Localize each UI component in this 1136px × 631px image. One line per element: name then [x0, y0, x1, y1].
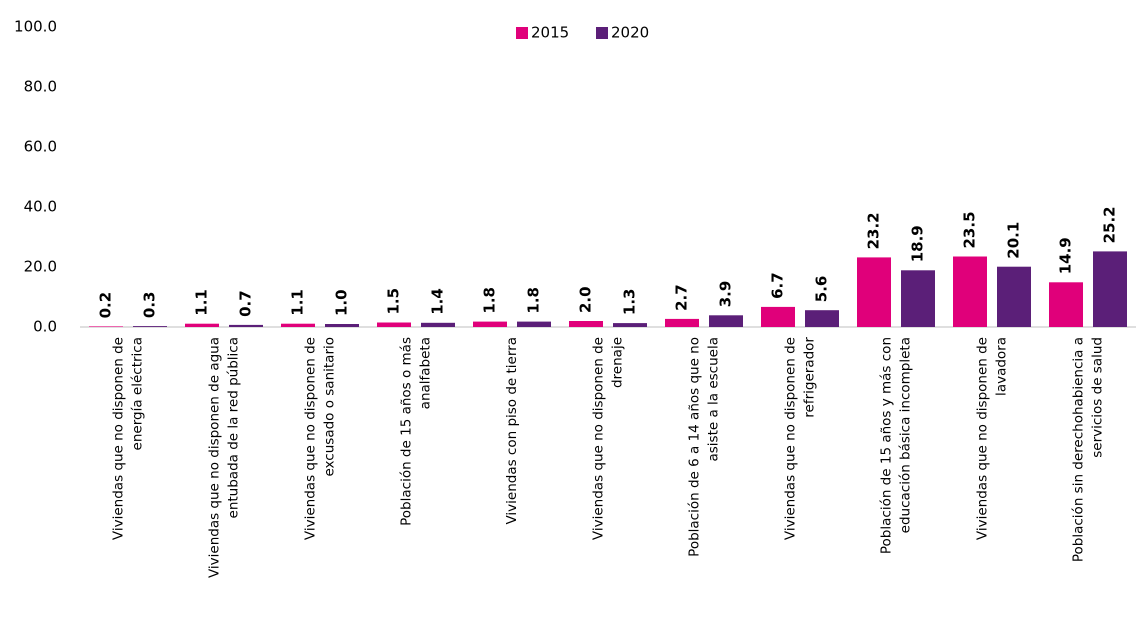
data-label: 18.9 — [909, 225, 927, 262]
data-label: 1.8 — [525, 287, 543, 314]
x-tick-label-line: Viviendas que no disponen de — [975, 337, 991, 540]
bar — [185, 323, 219, 327]
bar — [805, 310, 839, 327]
x-tick-label-line: Población sin derechohabiencia a — [1071, 337, 1087, 562]
data-label: 1.1 — [289, 289, 307, 316]
x-tick-label-line: Viviendas que no disponen de — [111, 337, 127, 540]
x-tick-label-line: excusado o sanitario — [322, 337, 338, 477]
x-tick-label-line: Viviendas que no disponen de — [591, 337, 607, 540]
data-label: 23.2 — [865, 212, 883, 249]
data-label: 6.7 — [769, 272, 787, 299]
data-label: 23.5 — [961, 211, 979, 248]
bar — [569, 321, 603, 327]
bar — [1093, 251, 1127, 327]
x-tick-label: Población de 6 a 14 años que no asiste a … — [687, 337, 722, 557]
x-tick-label-line: Viviendas con piso de tierra — [504, 337, 520, 525]
data-label: 0.7 — [237, 290, 255, 317]
data-label: 2.0 — [577, 286, 595, 313]
y-tick-label: 80.0 — [24, 78, 57, 96]
x-tick-label-line: Viviendas que no disponen de — [303, 337, 319, 540]
data-label: 14.9 — [1057, 237, 1075, 274]
x-tick-label-line: Población de 6 a 14 años que no — [687, 337, 703, 557]
bar — [473, 321, 507, 327]
bar — [665, 318, 699, 327]
x-tick-label: Viviendas que no disponen de lavadora — [975, 337, 1010, 540]
bar — [857, 257, 891, 327]
bar — [281, 323, 315, 327]
x-tick-label-line: refrigerador — [802, 337, 818, 418]
bar — [953, 256, 987, 327]
x-tick-label-line: Viviendas que no disponen de — [783, 337, 799, 540]
bar — [997, 266, 1031, 327]
bar — [709, 315, 743, 327]
x-tick-label: Viviendas que no disponen de excusado o s… — [303, 337, 338, 540]
data-label: 0.2 — [97, 292, 115, 319]
y-tick-label: 100.0 — [14, 18, 57, 36]
y-tick-label: 60.0 — [24, 138, 57, 156]
bar — [325, 324, 359, 327]
data-label: 1.0 — [333, 289, 351, 316]
x-tick-label-line: Viviendas que no disponen de agua — [207, 337, 223, 578]
y-tick-label: 0.0 — [33, 318, 57, 336]
x-tick-label: Población de 15 años o más analfabeta — [399, 337, 434, 526]
x-tick-label: Viviendas que no disponen de refrigerador — [783, 337, 818, 540]
x-tick-label: Viviendas que no disponen de energía eléc… — [111, 337, 146, 540]
legend-swatch — [596, 27, 608, 39]
x-tick-label-line: lavadora — [994, 337, 1010, 396]
bar — [229, 324, 263, 327]
bar — [377, 322, 411, 327]
y-tick-label: 40.0 — [24, 198, 57, 216]
bar — [613, 323, 647, 327]
x-tick-label-line: Población de 15 años y más con — [879, 337, 895, 554]
legend-label: 2020 — [611, 24, 649, 42]
data-label: 1.1 — [193, 289, 211, 316]
bar — [1049, 282, 1083, 327]
bar — [89, 326, 123, 327]
x-tick-label: Viviendas que no disponen de drenaje — [591, 337, 626, 540]
bar — [133, 326, 167, 327]
bar — [421, 322, 455, 327]
x-tick-label-line: educación básica incompleta — [898, 337, 914, 533]
data-label: 2.7 — [673, 284, 691, 311]
data-label: 1.5 — [385, 288, 403, 315]
x-tick-label-line: asiste a la escuela — [706, 337, 722, 462]
bar — [901, 270, 935, 327]
x-tick-label-line: drenaje — [610, 337, 626, 388]
legend-swatch — [516, 27, 528, 39]
bar — [517, 321, 551, 327]
legend-label: 2015 — [531, 24, 569, 42]
data-label: 20.1 — [1005, 222, 1023, 259]
y-tick-label: 20.0 — [24, 258, 57, 276]
data-label: 25.2 — [1101, 206, 1119, 243]
x-tick-label: Población de 15 años y más con educación … — [879, 337, 914, 554]
data-label: 1.4 — [429, 288, 447, 315]
bar — [761, 306, 795, 327]
x-tick-label-line: Población de 15 años o más — [399, 337, 415, 526]
data-label: 0.3 — [141, 292, 159, 319]
data-label: 3.9 — [717, 281, 735, 308]
data-label: 1.8 — [481, 287, 499, 314]
x-tick-label: Viviendas con piso de tierra — [504, 337, 520, 525]
x-tick-label-line: energía eléctrica — [130, 337, 146, 450]
x-tick-label-line: analfabeta — [418, 337, 434, 409]
data-label: 5.6 — [813, 276, 831, 303]
x-tick-label-line: servicios de salud — [1090, 337, 1106, 458]
x-tick-label: Viviendas que no disponen de agua entubad… — [207, 337, 242, 578]
x-tick-label-line: entubada de la red pública — [226, 337, 242, 518]
x-tick-label: Población sin derechohabiencia a servicio… — [1071, 337, 1106, 562]
data-label: 1.3 — [621, 289, 639, 316]
